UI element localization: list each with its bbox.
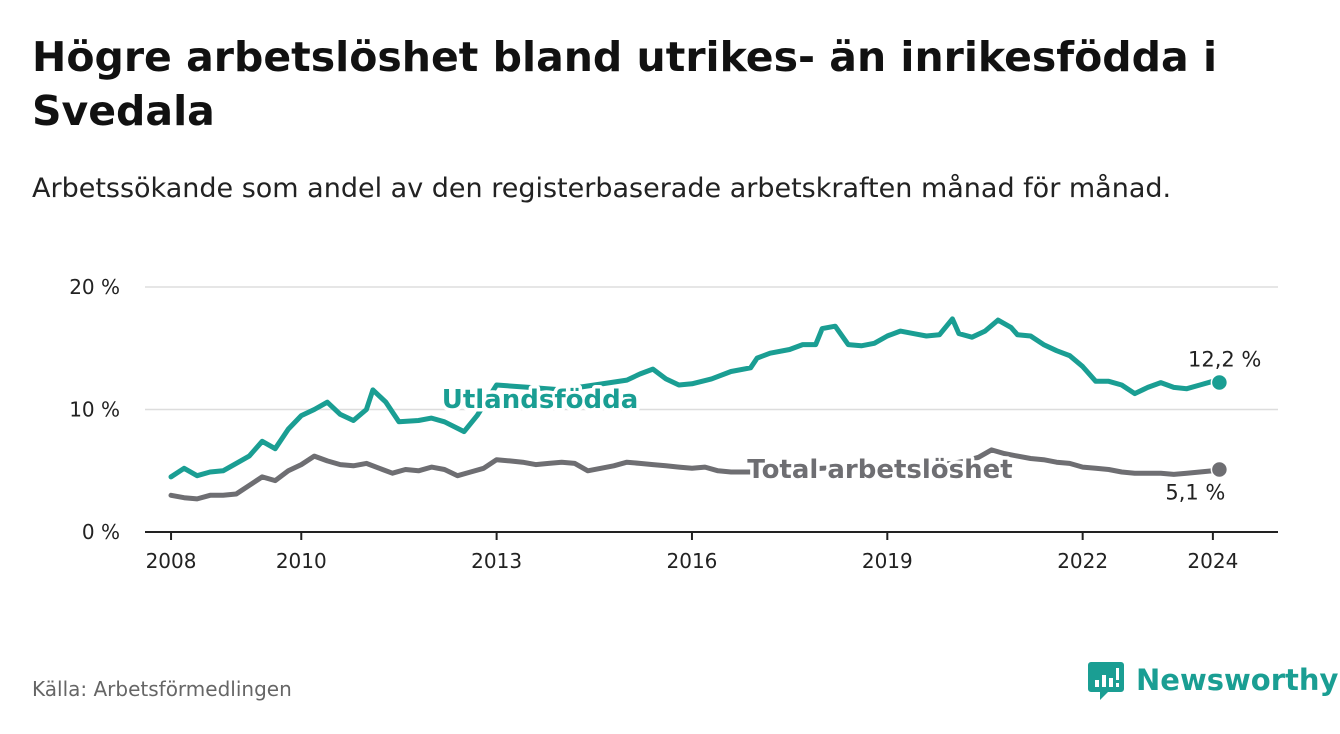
series-layer xyxy=(168,316,1229,502)
x-tick-label: 2022 xyxy=(1057,549,1108,573)
x-tick-label: 2008 xyxy=(146,549,197,573)
series-name-label: Utlandsfödda xyxy=(442,385,639,415)
chart-subtitle: Arbetssökande som andel av den registerb… xyxy=(32,173,1172,204)
series-line xyxy=(168,447,1222,502)
series-end-point xyxy=(1210,373,1229,392)
series-end-point xyxy=(1210,460,1229,479)
label-layer: 0 % 10 % 20 % 2008 2010 2013 2016 2019 2022 2024 U… xyxy=(69,275,1264,573)
series-end-label: 5,1 % xyxy=(1165,481,1225,505)
line-chart: 0 % 10 % 20 % 2008 2010 2013 2016 2019 2022 2024 U… xyxy=(69,275,1278,573)
y-tick-label: 20 % xyxy=(69,275,120,299)
x-tick-label: 2010 xyxy=(276,549,327,573)
source-note: Källa: Arbetsförmedlingen xyxy=(32,677,292,701)
x-tick-label: 2016 xyxy=(667,549,718,573)
newsworthy-logo-icon xyxy=(1088,662,1124,700)
y-tick-label: 10 % xyxy=(69,398,120,422)
series-line xyxy=(168,316,1222,480)
series-name-label: Total arbetslöshet xyxy=(747,455,1012,485)
series-end-label: 12,2 % xyxy=(1188,348,1261,372)
x-tick-label: 2024 xyxy=(1187,549,1238,573)
x-tick-label: 2013 xyxy=(471,549,522,573)
x-tick-label: 2019 xyxy=(862,549,913,573)
brand-name: Newsworthy xyxy=(1136,663,1339,697)
chart-title: Högre arbetslöshet bland utrikes- än inr… xyxy=(32,33,1217,135)
brand-logo: Newsworthy xyxy=(1088,660,1338,700)
grid-layer xyxy=(145,286,1278,540)
y-tick-label: 0 % xyxy=(82,520,120,544)
